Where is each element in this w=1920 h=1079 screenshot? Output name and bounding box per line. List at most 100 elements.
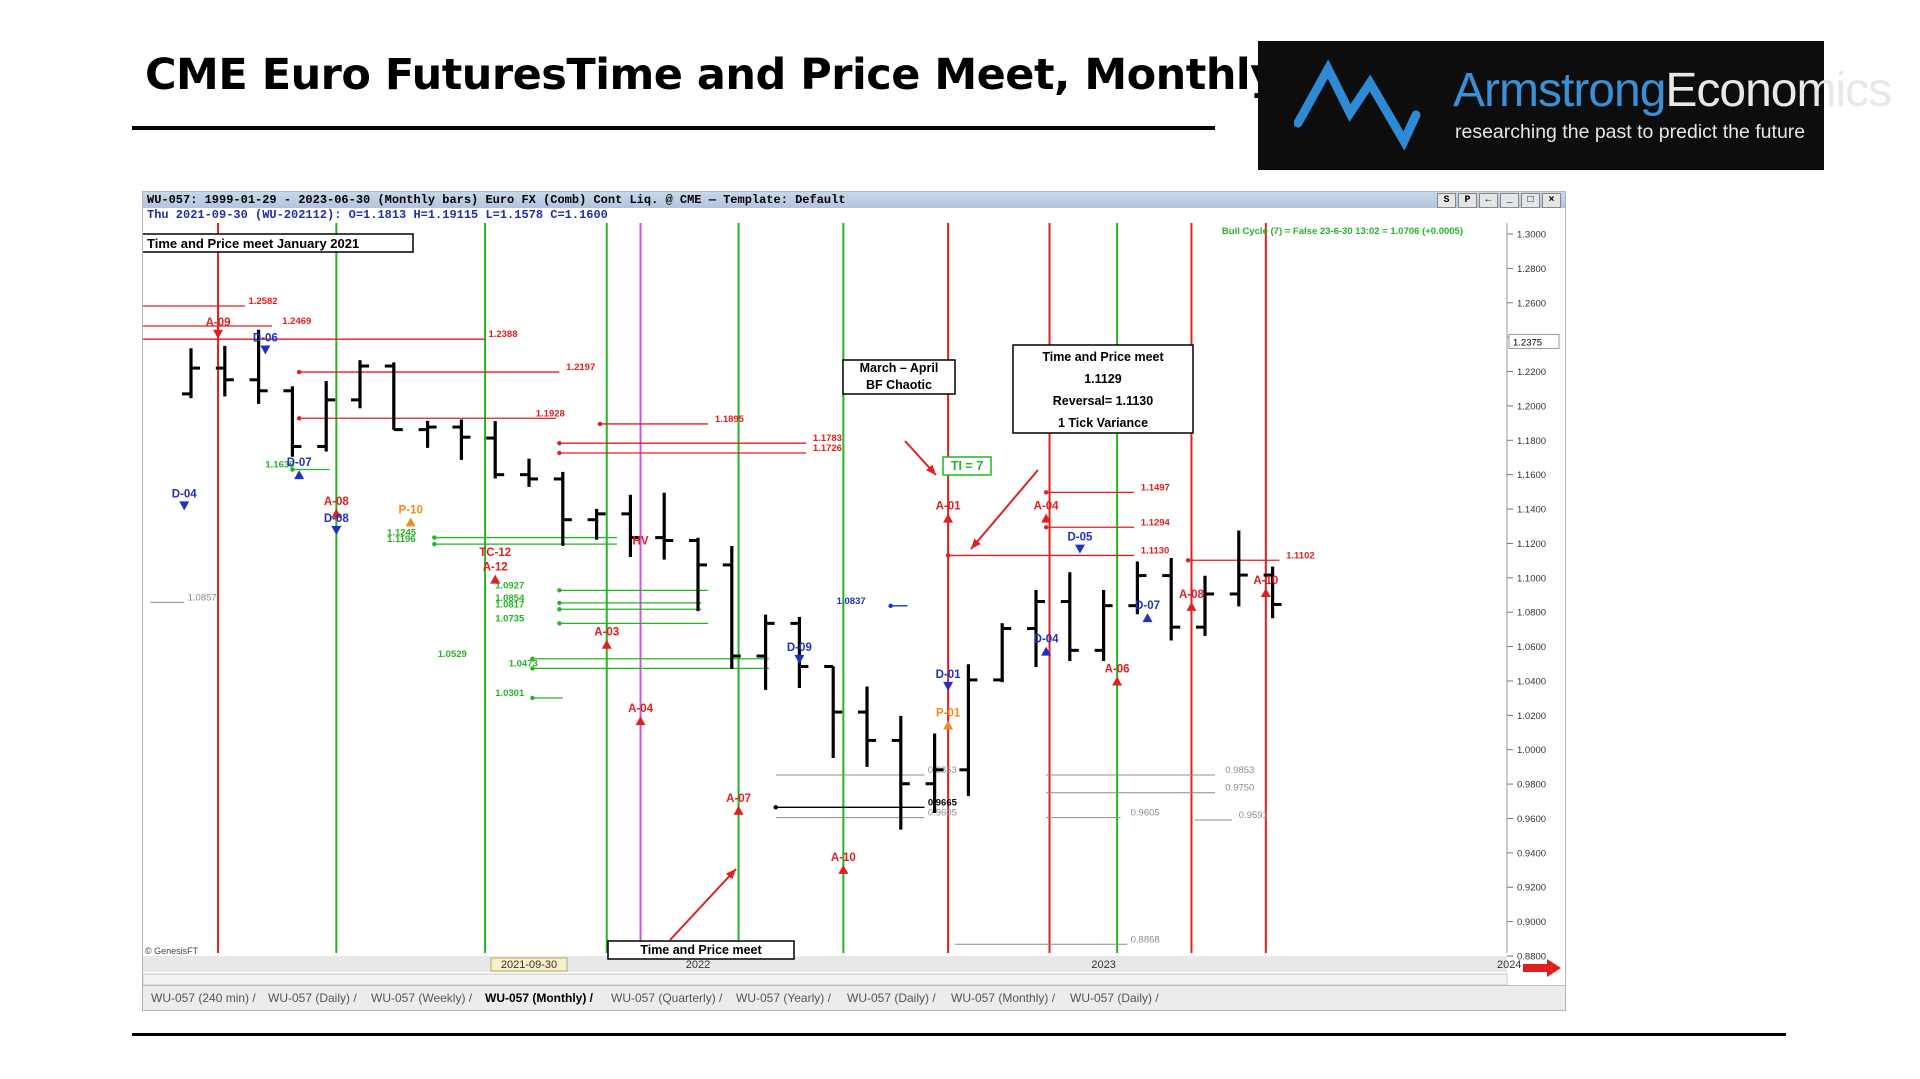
window-titlebar[interactable]: WU-057: 1999-01-29 - 2023-06-30 (Monthly… — [143, 192, 1565, 208]
marker-label: A-06 — [1105, 664, 1130, 676]
marker-label: P-01 — [936, 708, 961, 720]
level-label: 1.0529 — [438, 649, 467, 660]
level-dot — [557, 441, 562, 446]
tab-6[interactable]: WU-057 (Daily) / — [847, 991, 936, 1005]
current-price-box — [1508, 333, 1560, 349]
marker-label: D-04 — [172, 488, 198, 500]
level-label: 0.9665 — [928, 797, 958, 808]
tab-8[interactable]: WU-057 (Daily) / — [1070, 991, 1159, 1005]
marker-label: D-07 — [1135, 600, 1160, 612]
y-tick-label: 1.2800 — [1517, 264, 1546, 275]
y-tick-label: 1.0000 — [1517, 745, 1546, 756]
marker-down-icon — [213, 329, 224, 339]
tpm-top-annotation-line-3: 1 Tick Variance — [1058, 416, 1148, 430]
march-april-annotation-box — [842, 359, 956, 395]
marker-up-icon — [1041, 646, 1052, 656]
marker-down-icon — [331, 525, 342, 535]
y-axis-panel — [1507, 223, 1565, 985]
current-price-label: 1.2375 — [1513, 337, 1542, 348]
genesis-footer-label: © GenesisFT — [145, 946, 199, 956]
level-dot — [557, 607, 562, 612]
tab-0[interactable]: WU-057 (240 min) / — [151, 991, 256, 1005]
marker-label: A-10 — [831, 852, 856, 864]
logo-name-part2: Economics — [1665, 64, 1892, 117]
tab-7[interactable]: WU-057 (Monthly) / — [951, 991, 1056, 1005]
tab-3[interactable]: WU-057 (Monthly) / — [485, 991, 593, 1005]
p-button[interactable]: P — [1458, 193, 1477, 208]
tab-4[interactable]: WU-057 (Quarterly) / — [611, 991, 723, 1005]
minimize-button[interactable]: _ — [1500, 193, 1519, 208]
marker-label: D-06 — [253, 332, 278, 344]
level-label: 1.0857 — [188, 592, 217, 603]
level-label: 1.0837 — [837, 596, 866, 607]
marker-down-icon — [1074, 544, 1085, 554]
tpm-bottom-arrow — [669, 868, 737, 941]
marker-down-icon — [943, 681, 954, 691]
level-label: 1.2469 — [282, 316, 311, 327]
march-april-arrow-head-icon — [926, 464, 936, 475]
level-label: 0.9750 — [1225, 783, 1254, 794]
price-chart[interactable]: 1.2582 1.2469 1.2388 1.2197 1.1928 1.1895 1.17… — [143, 223, 1565, 985]
tab-5[interactable]: WU-057 (Yearly) / — [736, 991, 831, 1005]
level-dot — [1043, 525, 1049, 530]
maximize-button[interactable]: □ — [1521, 193, 1540, 208]
level-label: 1.1196 — [387, 534, 416, 545]
marker-label: P-10 — [399, 504, 423, 516]
tpm-top-arrow — [970, 469, 1039, 550]
level-label: 1.1630 — [265, 460, 294, 471]
marker-up-icon — [1186, 601, 1197, 611]
marker-up-icon — [601, 639, 612, 649]
status-text: Bull Cycle (7) = False 23-6-30 13:02 = 1… — [1222, 226, 1463, 237]
marker-up-icon — [1112, 676, 1123, 686]
y-tick-label: 1.3000 — [1517, 230, 1546, 241]
marker-up-icon — [1041, 513, 1052, 523]
level-dot — [296, 416, 302, 421]
level-dot — [432, 535, 437, 540]
marker-down-icon — [179, 501, 190, 511]
x-axis-strip — [143, 956, 1507, 972]
tab-2[interactable]: WU-057 (Weekly) / — [371, 991, 473, 1005]
level-dot — [1043, 490, 1049, 495]
title-divider — [132, 126, 1215, 130]
tpm-top-annotation-line-1: 1.1129 — [1084, 372, 1122, 386]
tpm-bottom-annotation-line-0: Time and Price meet — [640, 943, 762, 957]
tpm-top-arrow-head-icon — [971, 538, 981, 549]
tpm-bottom-arrow-head-icon — [725, 869, 736, 880]
chart-heading-box — [143, 233, 414, 253]
ti-annotation-box — [942, 456, 992, 476]
scroll-right-arrow-icon — [1523, 959, 1561, 977]
bar-info-line: Thu 2021-09-30 (WU-202112): O=1.1813 H=1… — [143, 208, 1565, 223]
y-tick-label: 1.0400 — [1517, 676, 1546, 687]
s-button[interactable]: S — [1437, 193, 1456, 208]
level-label: 0.9853 — [1225, 765, 1254, 776]
marker-label: TC-12 — [479, 547, 511, 559]
y-tick-label: 0.8800 — [1517, 952, 1546, 963]
level-label: 1.1726 — [813, 443, 842, 454]
bar-info-text: Thu 2021-09-30 (WU-202112): O=1.1813 H=1… — [147, 208, 608, 222]
tab-1[interactable]: WU-057 (Daily) / — [268, 991, 357, 1005]
level-label: 1.0817 — [495, 599, 524, 610]
close-button[interactable]: × — [1542, 193, 1561, 208]
marker-label: A-03 — [594, 627, 619, 639]
y-tick-label: 1.2200 — [1517, 367, 1546, 378]
marker-label: A-12 — [483, 562, 508, 574]
marker-up-icon — [1260, 587, 1271, 597]
marker-label: D-04 — [1034, 634, 1060, 646]
marker-label: A-01 — [936, 501, 962, 513]
logo-name-part1: Armstrong — [1453, 64, 1666, 117]
marker-label: A-10 — [1253, 575, 1278, 587]
y-tick-label: 0.9200 — [1517, 883, 1546, 894]
level-dot — [1185, 558, 1191, 563]
chart-heading: Time and Price meet January 2021 — [147, 236, 359, 251]
back-button[interactable]: ← — [1479, 193, 1498, 208]
marker-label: A-08 — [1179, 589, 1205, 601]
level-label: 1.1895 — [715, 414, 745, 425]
marker-up-icon — [733, 805, 744, 815]
level-label: 0.8868 — [1131, 934, 1160, 945]
logo-tagline: researching the past to predict the futu… — [1455, 121, 1806, 143]
slide-title: CME Euro FuturesTime and Price Meet, Mon… — [145, 50, 1278, 100]
marker-label: D-05 — [1067, 532, 1093, 544]
y-tick-label: 0.9800 — [1517, 780, 1546, 791]
level-dot — [888, 603, 893, 609]
marker-up-icon — [838, 864, 849, 874]
